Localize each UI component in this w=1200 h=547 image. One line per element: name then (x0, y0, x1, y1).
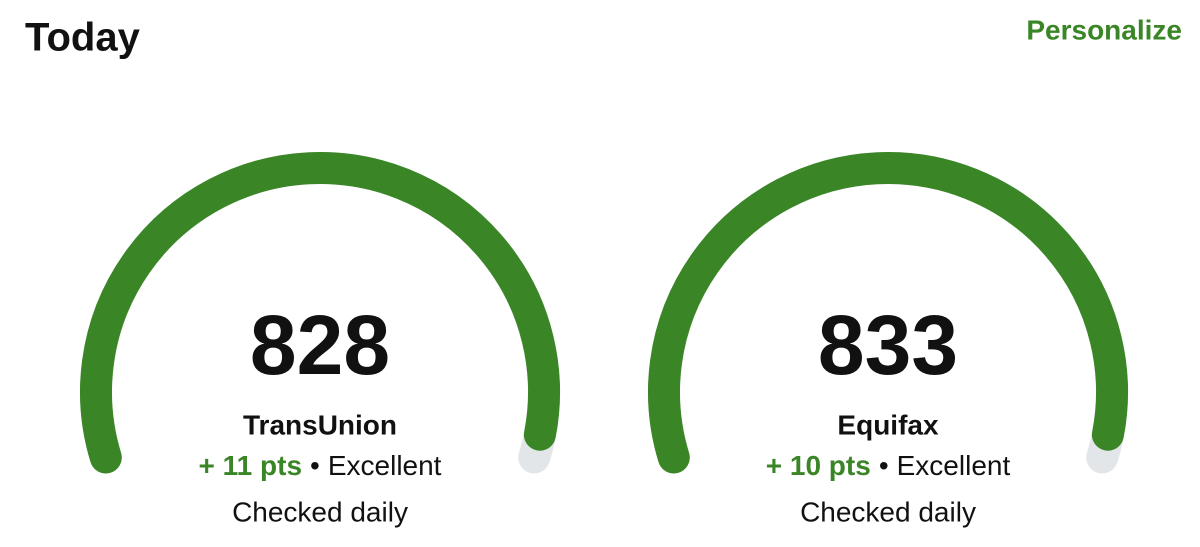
rating: Excellent (897, 450, 1011, 481)
separator: • (879, 450, 889, 481)
gauge-arc (648, 152, 1128, 474)
credit-score: 833 (818, 298, 958, 392)
score-gauge[interactable]: 833 Equifax + 10 pts • Excellent Checked dail… (648, 151, 1128, 527)
bureau-name: TransUnion (243, 409, 397, 440)
bureau-name: Equifax (837, 409, 939, 440)
gauge-arc (80, 152, 560, 474)
score-gauge[interactable]: 828 TransUnion + 11 pts • Excellent Checked d… (80, 151, 560, 527)
personalize-link[interactable]: Personalize (1026, 14, 1182, 45)
update-note: Checked daily (800, 496, 976, 527)
score-change-line: + 11 pts • Excellent (199, 450, 442, 481)
score-change: + 10 pts (766, 450, 871, 481)
score-change: + 11 pts (199, 450, 303, 481)
credit-score: 828 (250, 298, 390, 392)
separator: • (310, 450, 320, 481)
page-title: Today (25, 16, 141, 60)
update-note: Checked daily (232, 496, 408, 527)
rating: Excellent (328, 450, 442, 481)
score-change-line: + 10 pts • Excellent (766, 450, 1011, 481)
